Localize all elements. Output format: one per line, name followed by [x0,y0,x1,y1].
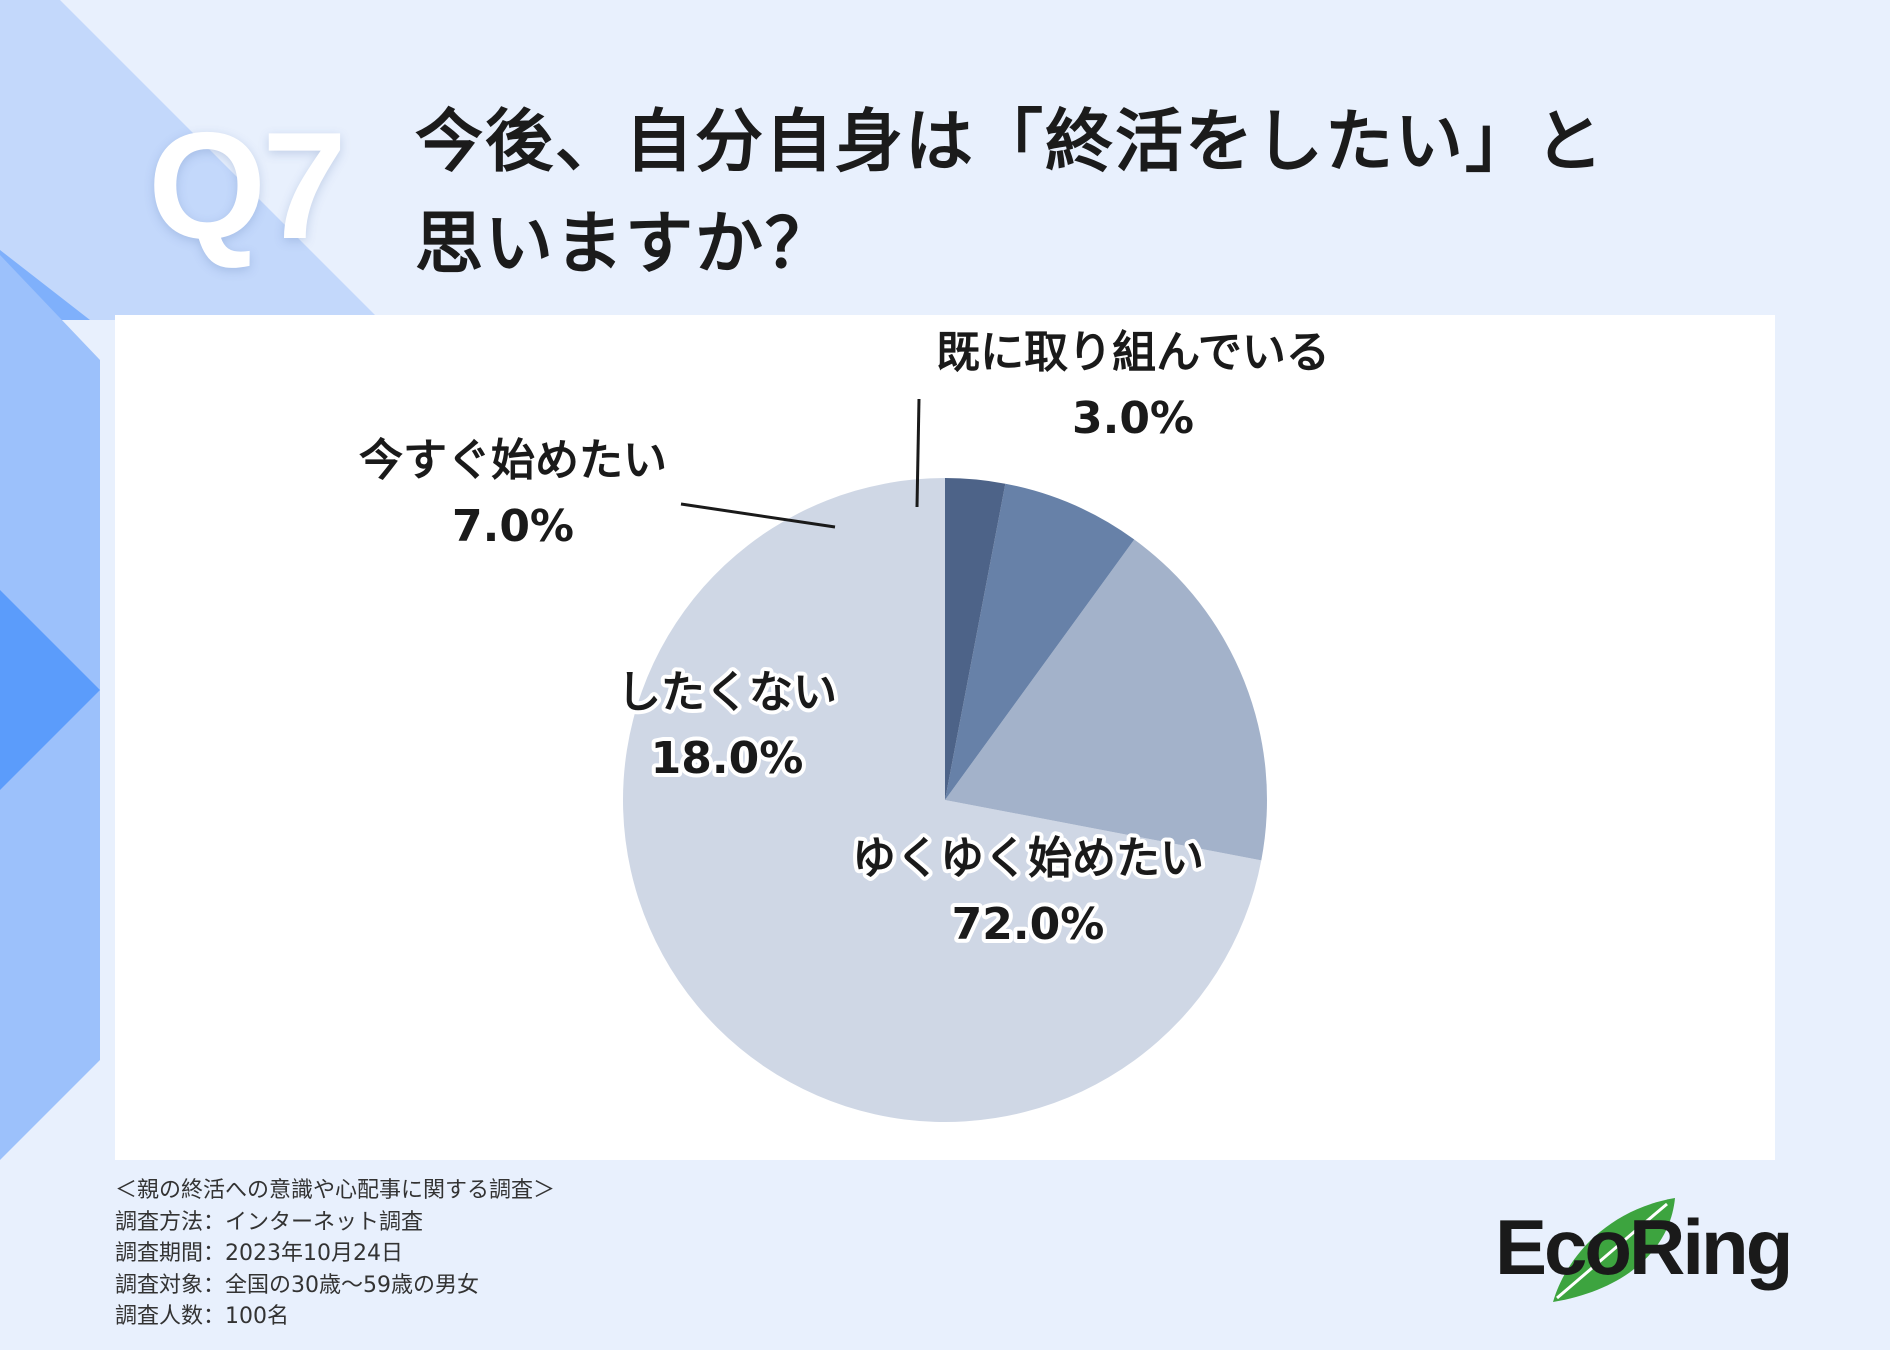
leader-line-imasugu [680,502,836,529]
leader-line-sudeni [915,398,921,508]
question-number: Q7 [148,101,347,271]
pie-label-shitakunai: したくない [617,667,837,718]
pie-slice-yukuyuku [623,478,1262,1122]
pie-label-halo-shitakunai: したくない [617,667,837,718]
pie-label-halo-shitakunai: 18.0% [651,733,804,784]
pie-value-imasugu: 7.0% [452,501,574,552]
pie-label-yukuyuku: ゆくゆく始めたい [852,833,1204,884]
footnote-title: ＜親の終活への意識や心配事に関する調査＞ [115,1178,556,1203]
pie-label-halo-yukuyuku: ゆくゆく始めたい [852,833,1204,884]
title-line-1: 今後、自分自身は「終活をしたい」と [415,103,1606,182]
footnote-method: 調査方法：インターネット調査 [115,1209,424,1235]
pie-label-halo-yukuyuku: 72.0% [952,899,1105,950]
pie-label-sudeni: 既に取り組んでいる [936,327,1330,378]
pie-label-imasugu: 今すぐ始めたい [359,435,667,486]
pie-value-sudeni: 3.0% [1072,393,1194,444]
footnote-target: 調査対象：全国の30歳〜59歳の男女 [115,1272,479,1298]
footnote-period: 調査期間：2023年10月24日 [115,1241,403,1266]
page-title: 今後、自分自身は「終活をしたい」と 思いますか？ [415,92,1715,296]
logo-text: EcoRing [1495,1203,1793,1291]
pie-value-yukuyuku: 72.0% [952,899,1105,950]
pie-slice-imasugu [945,483,1135,800]
survey-footnote: ＜親の終活への意識や心配事に関する調査＞ 調査方法：インターネット調査 調査期間… [115,1175,555,1333]
footnote-count: 調査人数：100名 [115,1304,289,1329]
title-line-2: 思いますか？ [415,205,836,284]
ecoring-logo: EcoRing [1495,1190,1793,1310]
pie-chart: ゆくゆく始めたいゆくゆく始めたい72.0%72.0%したくないしたくない18.0… [359,327,1330,1122]
pie-slice-shitakunai [945,539,1267,861]
pie-slice-sudeni [945,478,1006,800]
pie-value-shitakunai: 18.0% [651,733,804,784]
leaf-icon [1553,1198,1675,1302]
